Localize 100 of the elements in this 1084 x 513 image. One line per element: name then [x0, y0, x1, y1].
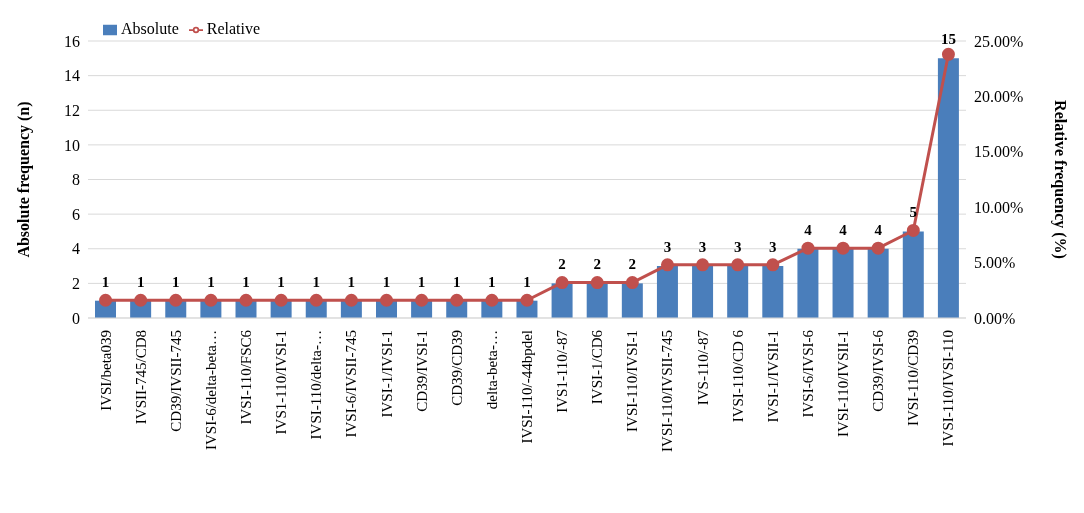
bar: [656, 266, 678, 318]
bar: [902, 231, 924, 318]
x-tick-label: IVSI-6/IVSI-6: [799, 329, 816, 418]
x-tick-label: IVSI-1/IVSII-1: [764, 330, 781, 423]
data-label: 4: [804, 221, 813, 238]
data-label: 3: [663, 239, 672, 256]
point: [204, 293, 218, 307]
x-tick-label: IVS-110/-87: [694, 329, 711, 406]
data-label: 3: [733, 239, 742, 256]
data-label: 1: [382, 273, 391, 290]
x-tick-label: IVSI-110/-44bpdel: [519, 330, 535, 444]
point: [239, 293, 253, 307]
x-tick-label: IVSI/beta039: [97, 330, 114, 411]
data-label: 1: [452, 273, 461, 290]
y-tick-label: 14: [64, 67, 80, 85]
point: [766, 258, 780, 272]
point: [696, 258, 710, 272]
y2-tick-label: 15.00%: [974, 143, 1024, 161]
x-tick-label: IVSI-110/IVSI-110: [940, 330, 957, 447]
data-label: 1: [523, 273, 531, 290]
data-label: 1: [347, 273, 356, 290]
data-label: 3: [769, 239, 777, 256]
y-tick-label: 10: [64, 136, 80, 154]
y-tick-label: 4: [72, 240, 80, 258]
data-label: 1: [488, 273, 496, 290]
bar: [867, 248, 889, 318]
bar: [692, 266, 714, 318]
y2-tick-label: 20.00%: [974, 88, 1024, 106]
x-tick-label: IVSI-110/IVSI-1: [624, 330, 641, 432]
bar: [727, 266, 749, 318]
x-tick-label: delta-beta-…: [483, 330, 500, 410]
point: [485, 293, 499, 307]
x-tick-label: CD39/IVSI-1: [413, 330, 430, 412]
point: [941, 47, 955, 61]
x-tick-label: IVSII-745/CD8: [132, 330, 149, 425]
point: [309, 293, 323, 307]
bar: [937, 58, 959, 318]
data-label: 1: [312, 273, 320, 290]
x-tick-label: IVSI-6/IVSII-745: [343, 330, 360, 438]
bar: [621, 283, 643, 318]
data-label: 2: [628, 256, 637, 273]
y-tick-label: 6: [72, 205, 80, 223]
x-tick-label: IVSI-110/IVSII-745: [659, 330, 676, 452]
point: [99, 293, 113, 307]
point: [660, 258, 674, 272]
x-tick-label: IVS1-110/-87: [554, 329, 571, 413]
point: [134, 293, 148, 307]
y2-axis-title: Relative frequency (%): [1051, 100, 1070, 259]
data-label: 1: [417, 273, 426, 290]
point: [274, 293, 288, 307]
y2-tick-label: 5.00%: [974, 254, 1016, 272]
data-label: 2: [558, 256, 566, 273]
x-tick-label: CD39/IVSII-745: [167, 330, 184, 432]
data-label: 1: [242, 273, 250, 290]
data-label: 1: [172, 273, 180, 290]
y2-tick-label: 25.00%: [974, 32, 1024, 50]
bar: [762, 266, 784, 318]
point: [731, 258, 745, 272]
point: [415, 293, 429, 307]
point: [836, 241, 850, 255]
data-label: 1: [207, 273, 215, 290]
y-tick-label: 8: [72, 171, 80, 189]
data-label: 2: [593, 256, 601, 273]
x-tick-label: IVSI-110/CD39: [905, 330, 922, 427]
bar: [832, 248, 854, 318]
data-label: 4: [839, 221, 848, 238]
x-tick-label: IVSI-1/IVSI-1: [378, 330, 395, 418]
point: [380, 293, 394, 307]
x-tick-label: CD39/CD39: [448, 330, 465, 406]
data-label: 15: [940, 31, 956, 48]
y-tick-label: 16: [64, 32, 80, 50]
point: [520, 293, 534, 307]
y2-tick-label: 10.00%: [974, 198, 1024, 216]
x-tick-label: IVSI-110/CD 6: [729, 329, 746, 423]
point: [625, 276, 639, 290]
point: [555, 276, 569, 290]
x-tick-label: IVSI-1/CD6: [589, 329, 606, 405]
x-tick-label: IVSI-110/delta-…: [308, 330, 325, 440]
data-label: 4: [874, 221, 883, 238]
y-tick-label: 12: [64, 101, 80, 119]
point: [450, 293, 464, 307]
legend-label: Relative: [206, 20, 261, 37]
bar: [797, 248, 819, 318]
legend-label: Absolute: [121, 20, 179, 37]
data-label: 1: [101, 273, 110, 290]
x-tick-label: IVSI-110/IVSII-1: [835, 330, 852, 437]
y-axis-title: Absolute frequency (n): [14, 101, 33, 258]
data-label: 3: [698, 239, 707, 256]
data-label: 1: [136, 273, 145, 290]
y2-tick-label: 0.00%: [974, 309, 1016, 327]
y-tick-label: 0: [72, 309, 80, 327]
data-label: 1: [277, 273, 285, 290]
point: [169, 293, 183, 307]
point: [871, 241, 885, 255]
x-tick-label: CD39/IVSI-6: [870, 329, 887, 412]
point: [590, 276, 604, 290]
x-tick-label: IVSI-6/delta-beta…: [202, 330, 219, 450]
point: [906, 223, 920, 237]
x-tick-label: IVSI-110/FSC6: [238, 329, 255, 425]
y-tick-label: 2: [72, 275, 80, 293]
